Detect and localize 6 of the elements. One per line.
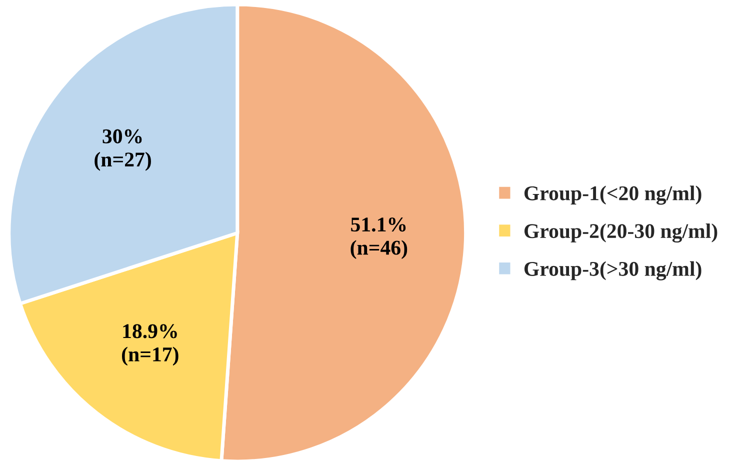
data-label: 30% (n=27) xyxy=(94,129,151,171)
legend-label: Group-2(20-30 ng/ml) xyxy=(524,223,718,243)
data-label: 18.9% (n=17) xyxy=(122,324,178,366)
legend-label: Group-1(<20 ng/ml) xyxy=(524,186,702,205)
data-label: 51.1% (n=46) xyxy=(350,217,408,260)
legend-label: Group-3(>30 ng/ml) xyxy=(524,261,702,280)
